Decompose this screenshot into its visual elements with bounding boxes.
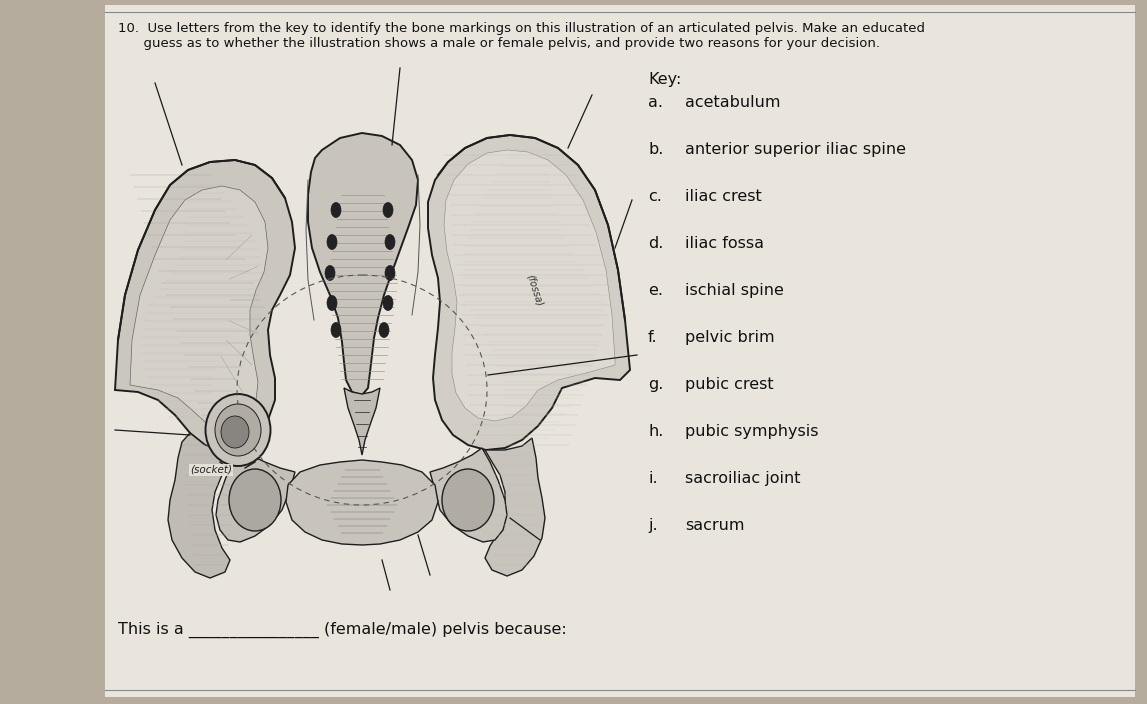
- Text: (socket): (socket): [190, 465, 232, 475]
- Text: ischial spine: ischial spine: [685, 283, 783, 298]
- Text: pubic symphysis: pubic symphysis: [685, 424, 819, 439]
- Ellipse shape: [327, 296, 337, 310]
- Text: 10.  Use letters from the key to identify the bone markings on this illustration: 10. Use letters from the key to identify…: [118, 22, 924, 35]
- Polygon shape: [309, 133, 418, 395]
- Ellipse shape: [385, 265, 395, 280]
- Text: iliac fossa: iliac fossa: [685, 236, 764, 251]
- Text: i.: i.: [648, 471, 657, 486]
- Bar: [106, 5, 1136, 697]
- Polygon shape: [430, 448, 507, 542]
- Polygon shape: [167, 433, 240, 578]
- Polygon shape: [286, 460, 438, 545]
- Text: e.: e.: [648, 283, 663, 298]
- Ellipse shape: [383, 203, 393, 218]
- Ellipse shape: [325, 265, 335, 280]
- Ellipse shape: [442, 469, 494, 531]
- Polygon shape: [428, 135, 630, 450]
- Text: h.: h.: [648, 424, 663, 439]
- Ellipse shape: [385, 234, 395, 249]
- Ellipse shape: [214, 404, 262, 456]
- Polygon shape: [115, 160, 295, 450]
- Text: b.: b.: [648, 142, 663, 157]
- Ellipse shape: [331, 203, 341, 218]
- Ellipse shape: [229, 469, 281, 531]
- Ellipse shape: [221, 416, 249, 448]
- Text: iliac crest: iliac crest: [685, 189, 762, 204]
- Text: sacrum: sacrum: [685, 518, 744, 533]
- Text: d.: d.: [648, 236, 663, 251]
- Ellipse shape: [383, 296, 393, 310]
- Text: pubic crest: pubic crest: [685, 377, 773, 392]
- Polygon shape: [444, 150, 615, 421]
- Text: pelvic brim: pelvic brim: [685, 330, 774, 345]
- Text: sacroiliac joint: sacroiliac joint: [685, 471, 801, 486]
- Bar: [110, 65, 640, 605]
- Ellipse shape: [205, 394, 271, 466]
- Text: (fossa): (fossa): [525, 272, 545, 308]
- Polygon shape: [130, 186, 268, 428]
- Ellipse shape: [379, 322, 389, 337]
- Text: Key:: Key:: [648, 72, 681, 87]
- Ellipse shape: [327, 234, 337, 249]
- Text: f.: f.: [648, 330, 657, 345]
- Polygon shape: [216, 448, 295, 542]
- Text: anterior superior iliac spine: anterior superior iliac spine: [685, 142, 906, 157]
- Text: guess as to whether the illustration shows a male or female pelvis, and provide : guess as to whether the illustration sho…: [118, 37, 880, 50]
- Polygon shape: [485, 438, 545, 576]
- Text: j.: j.: [648, 518, 657, 533]
- Text: g.: g.: [648, 377, 663, 392]
- Text: acetabulum: acetabulum: [685, 95, 780, 110]
- Text: This is a ________________ (female/male) pelvis because:: This is a ________________ (female/male)…: [118, 622, 567, 639]
- Polygon shape: [344, 388, 380, 455]
- Ellipse shape: [331, 322, 341, 337]
- Text: a.: a.: [648, 95, 663, 110]
- Text: c.: c.: [648, 189, 662, 204]
